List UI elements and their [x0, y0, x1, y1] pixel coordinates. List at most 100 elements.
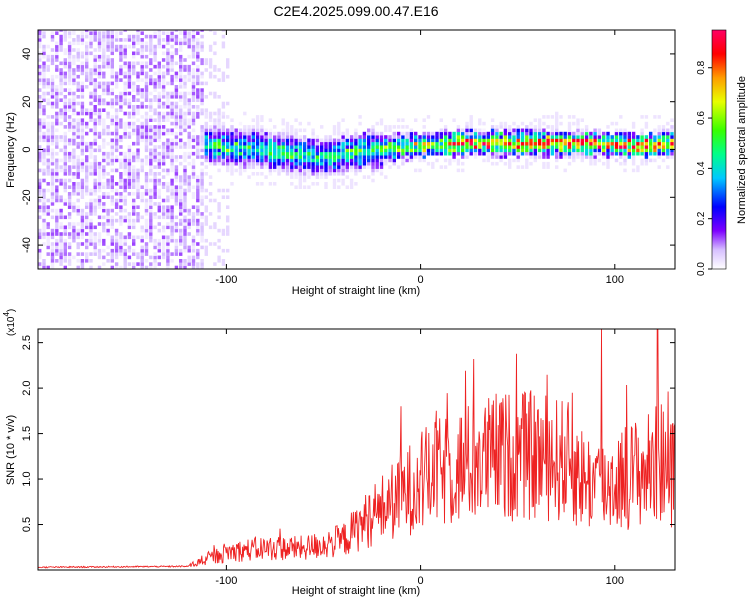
heatmap-cell — [123, 182, 127, 186]
heatmap-cell — [67, 259, 72, 263]
heatmap-cell — [55, 185, 59, 189]
heatmap-cell — [59, 115, 63, 119]
heatmap-cell — [106, 101, 110, 106]
heatmap-cell — [149, 168, 153, 173]
heatmap-cell — [114, 198, 119, 203]
heatmap-cell — [584, 135, 589, 139]
heatmap-cell — [529, 141, 533, 146]
heatmap-cell — [324, 158, 328, 163]
heatmap-cell — [294, 138, 298, 143]
heatmap-cell — [294, 145, 298, 149]
heatmap-cell — [345, 161, 349, 166]
heatmap-cell — [123, 158, 127, 163]
heatmap-cell — [63, 105, 67, 109]
heatmap-cell — [302, 175, 307, 179]
heatmap-cell — [542, 141, 546, 146]
heatmap-cell — [97, 185, 102, 189]
heatmap-cell — [264, 145, 268, 149]
heatmap-cell — [119, 215, 123, 220]
heatmap-cell — [127, 225, 132, 230]
heatmap-cell — [473, 151, 478, 156]
heatmap-cell — [153, 44, 157, 49]
heatmap-cell — [204, 131, 208, 136]
heatmap-cell — [243, 161, 247, 166]
heatmap-cell — [409, 155, 414, 159]
heatmap-cell — [93, 95, 97, 99]
heatmap-cell — [102, 51, 106, 56]
heatmap-cell — [85, 255, 89, 260]
heatmap-cell — [200, 235, 204, 240]
heatmap-cell — [55, 215, 59, 220]
heatmap-cell — [520, 138, 525, 143]
heatmap-cell — [42, 34, 46, 39]
heatmap-cell — [102, 131, 106, 136]
heatmap-cell — [537, 141, 542, 146]
heatmap-cell — [341, 145, 345, 149]
heatmap-cell — [290, 182, 294, 186]
heatmap-cell — [127, 101, 132, 106]
heatmap-cell — [174, 91, 179, 96]
heatmap-cell — [367, 135, 371, 139]
heatmap-cell — [140, 61, 144, 66]
heatmap-cell — [623, 168, 627, 173]
heatmap-cell — [149, 81, 153, 86]
heatmap-cell — [525, 148, 529, 153]
heatmap-cell — [666, 165, 670, 169]
heatmap-cell — [452, 135, 456, 139]
heatmap-cell — [110, 51, 114, 56]
heatmap-cell — [157, 61, 161, 66]
heatmap-cell — [140, 121, 144, 126]
heatmap-cell — [136, 168, 140, 173]
heatmap-cell — [97, 38, 102, 42]
heatmap-cell — [422, 131, 426, 136]
heatmap-cell — [409, 148, 414, 153]
heatmap-cell — [132, 98, 136, 102]
heatmap-cell — [362, 141, 367, 146]
heatmap-cell — [179, 228, 183, 233]
heatmap-cell — [345, 141, 349, 146]
heatmap-cell — [311, 135, 315, 139]
heatmap-cell — [418, 151, 422, 156]
heatmap-cell — [456, 158, 461, 163]
heatmap-cell — [409, 131, 414, 136]
heatmap-cell — [337, 125, 341, 129]
heatmap-cell — [123, 235, 127, 240]
heatmap-cell — [670, 148, 674, 153]
heatmap-cell — [127, 218, 132, 223]
heatmap-cell — [183, 259, 187, 263]
heatmap-cell — [213, 31, 217, 35]
heatmap-cell — [508, 161, 512, 166]
heatmap-cell — [157, 38, 161, 42]
snr-background — [38, 329, 675, 570]
heatmap-cell — [281, 158, 285, 163]
heatmap-cell — [268, 145, 273, 149]
heatmap-cell — [119, 54, 123, 59]
heatmap-cell — [196, 68, 200, 72]
heatmap-cell — [277, 161, 281, 166]
heatmap-cell — [97, 232, 102, 236]
heatmap-cell — [59, 81, 63, 86]
heatmap-cell — [324, 168, 328, 173]
heatmap-cell — [196, 105, 200, 109]
heatmap-cell — [55, 91, 59, 96]
heatmap-cell — [114, 81, 119, 86]
heatmap-cell — [520, 145, 525, 149]
heatmap-cell — [196, 98, 200, 102]
heatmap-cell — [614, 141, 619, 146]
heatmap-cell — [213, 41, 217, 46]
heatmap-cell — [114, 145, 119, 149]
heatmap-cell — [469, 141, 473, 146]
heatmap-cell — [85, 225, 89, 230]
heatmap-cell — [102, 108, 106, 112]
heatmap-cell — [110, 48, 114, 52]
heatmap-cell — [324, 148, 328, 153]
heatmap-cell — [110, 218, 114, 223]
heatmap-cell — [200, 141, 204, 146]
heatmap-cell — [179, 44, 183, 49]
heatmap-cell — [337, 165, 341, 169]
heatmap-cell — [414, 148, 418, 153]
heatmap-cell — [59, 85, 63, 89]
heatmap-cell — [217, 151, 221, 156]
heatmap-cell — [136, 148, 140, 153]
heatmap-cell — [183, 91, 187, 96]
